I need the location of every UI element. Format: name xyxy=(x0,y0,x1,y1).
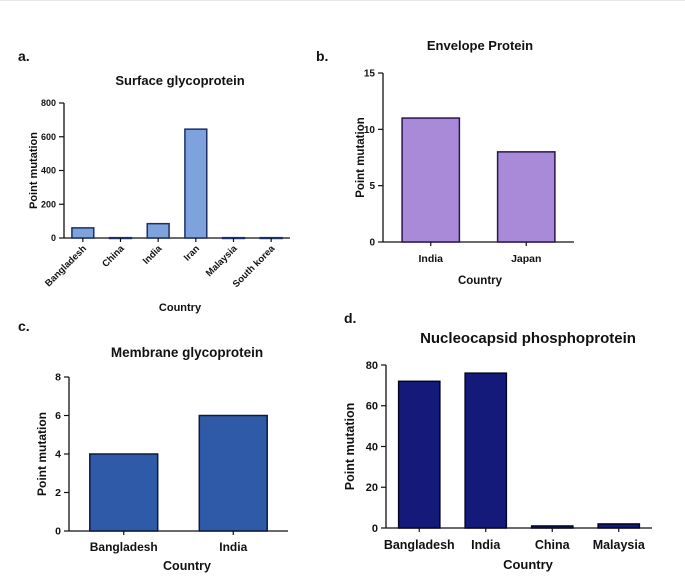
x-tick-label: China xyxy=(535,538,571,552)
x-tick-label: Bangladesh xyxy=(90,540,158,554)
x-tick-label: China xyxy=(100,243,127,270)
x-axis-label: Country xyxy=(503,557,554,572)
x-tick-label: India xyxy=(141,243,165,267)
top-divider xyxy=(0,0,685,1)
y-tick-label: 600 xyxy=(41,132,56,142)
bar-japan xyxy=(496,151,556,243)
y-tick-label: 0 xyxy=(369,238,375,249)
y-tick-label: 800 xyxy=(41,98,56,108)
bar-bangladesh xyxy=(397,380,441,529)
y-tick-label: 0 xyxy=(372,523,378,535)
bar-india xyxy=(198,414,268,532)
chart-title: Surface glycoprotein xyxy=(115,73,244,88)
bar-bangladesh xyxy=(71,227,95,239)
bar-india xyxy=(401,117,461,243)
bar-china xyxy=(530,525,574,529)
y-tick-label: 5 xyxy=(369,181,375,192)
y-tick-label: 20 xyxy=(366,482,378,494)
y-axis-label: Point mutation xyxy=(28,132,40,209)
x-tick-label: Malaysia xyxy=(593,538,646,552)
x-axis-label: Country xyxy=(458,275,503,287)
x-tick-label: Japan xyxy=(511,253,541,265)
y-tick-label: 80 xyxy=(366,360,378,372)
x-tick-label: Malaysia xyxy=(204,243,240,279)
y-tick-label: 6 xyxy=(55,410,61,422)
x-axis-label: Country xyxy=(159,302,202,314)
bar-bangladesh xyxy=(89,453,159,532)
chart-nucleocapsid-phosphoprotein: Nucleocapsid phosphoprotein 0 20 40 60 80 Bang… xyxy=(343,330,652,572)
bar-malaysia xyxy=(597,523,641,529)
chart-title: Membrane glycoprotein xyxy=(111,345,263,360)
x-tick-label: India xyxy=(418,253,443,265)
y-tick-label: 2 xyxy=(55,487,61,499)
bar-india xyxy=(464,372,508,529)
panel-label-d: d. xyxy=(344,310,357,326)
y-tick-label: 400 xyxy=(41,166,56,176)
panel-label-a: a. xyxy=(18,48,30,64)
panel-label-b: b. xyxy=(316,48,329,64)
bar-iran xyxy=(184,128,208,239)
chart-membrane-glycoprotein: Membrane glycoprotein 0 2 4 6 8 Bangladesh Indi… xyxy=(35,345,288,573)
y-tick-label: 0 xyxy=(51,233,56,243)
x-axis-label: Country xyxy=(163,559,211,573)
y-tick-label: 10 xyxy=(364,125,376,136)
y-axis-label: Point mutation xyxy=(343,403,357,491)
y-tick-label: 60 xyxy=(366,401,378,413)
y-axis-label: Point mutation xyxy=(35,412,49,496)
y-tick-label: 200 xyxy=(41,199,56,209)
y-tick-label: 40 xyxy=(366,441,378,453)
y-tick-label: 15 xyxy=(364,69,376,80)
y-tick-label: 8 xyxy=(55,372,61,384)
chart-title: Envelope Protein xyxy=(427,38,533,53)
chart-envelope-protein: Envelope Protein 0 5 10 15 India Japan Country P… xyxy=(355,38,574,287)
x-tick-label: Iran xyxy=(182,243,202,263)
y-tick-label: 4 xyxy=(55,449,61,461)
chart-surface-glycoprotein: Surface glycoprotein 0 200 400 600 800 Banglad… xyxy=(28,73,290,314)
bar-india xyxy=(146,222,170,239)
x-tick-label: India xyxy=(219,540,247,554)
panel-label-c: c. xyxy=(18,318,30,334)
x-tick-label: Bangladesh xyxy=(43,243,89,289)
x-tick-label: Bangladesh xyxy=(384,538,455,552)
x-tick-label: India xyxy=(471,538,501,552)
chart-title: Nucleocapsid phosphoprotein xyxy=(420,330,636,347)
y-axis-label: Point mutation xyxy=(355,117,367,198)
y-tick-label: 0 xyxy=(55,526,61,538)
